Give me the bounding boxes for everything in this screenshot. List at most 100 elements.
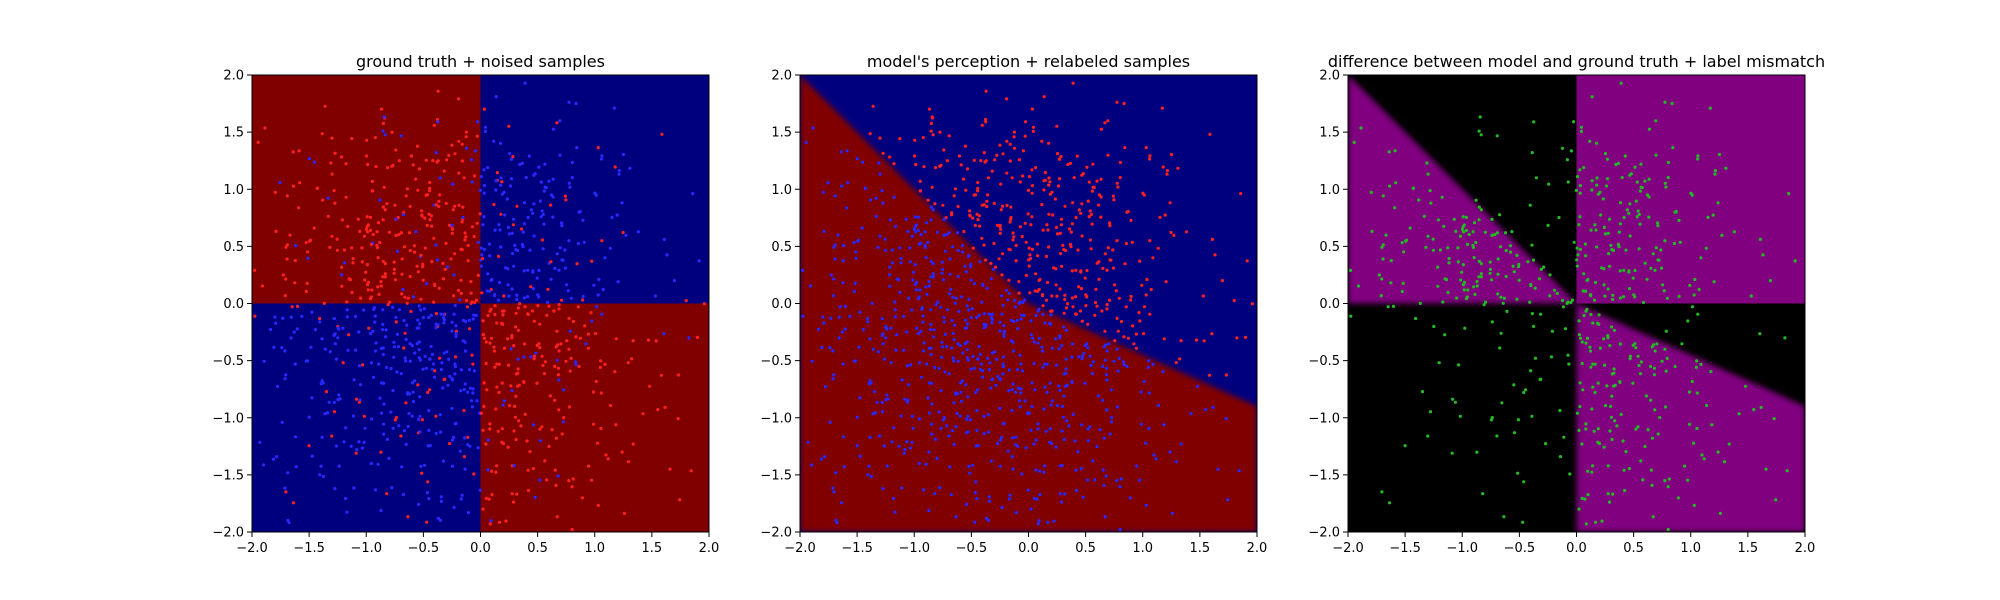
scatter-point [1139, 422, 1144, 426]
scatter-point [1451, 397, 1455, 401]
scatter-point [1793, 259, 1797, 263]
scatter-point [1635, 215, 1639, 219]
scatter-point [937, 366, 941, 371]
scatter-point [1663, 181, 1667, 185]
scatter-point [438, 413, 442, 417]
scatter-point [528, 450, 532, 454]
scatter-point [357, 330, 361, 334]
scatter-point [1603, 232, 1608, 236]
scatter-point [1034, 272, 1038, 276]
scatter-point [831, 349, 835, 353]
scatter-point [475, 120, 480, 124]
scatter-point [445, 158, 449, 162]
scatter-point [305, 281, 309, 285]
scatter-point [871, 412, 875, 416]
scatter-point [539, 215, 543, 219]
scatter-point [484, 361, 488, 366]
scatter-point [575, 146, 579, 150]
scatter-point [1108, 258, 1112, 262]
scatter-point [474, 313, 478, 318]
scatter-point [676, 417, 680, 421]
scatter-point [978, 352, 983, 356]
scatter-point [459, 368, 463, 372]
scatter-point [987, 430, 991, 434]
scatter-point [968, 471, 972, 475]
scatter-point [930, 432, 934, 436]
scatter-point [374, 165, 378, 169]
scatter-point [1623, 154, 1627, 158]
scatter-point [1605, 384, 1609, 388]
scatter-point [897, 444, 901, 448]
scatter-point [1026, 212, 1030, 216]
scatter-point [531, 287, 536, 291]
scatter-point [1660, 359, 1664, 363]
scatter-point [995, 357, 999, 361]
scatter-point [1706, 215, 1710, 219]
scatter-point [1093, 313, 1097, 317]
scatter-point [404, 337, 408, 342]
scatter-point [1135, 464, 1139, 468]
scatter-point [974, 480, 978, 484]
scatter-point [598, 365, 602, 369]
scatter-point [453, 303, 457, 308]
scatter-point [998, 143, 1002, 147]
scatter-point [1479, 275, 1483, 279]
scatter-point [462, 455, 466, 459]
scatter-point [1478, 115, 1482, 119]
scatter-point [427, 315, 431, 320]
scatter-point [419, 308, 423, 312]
scatter-point [399, 231, 403, 235]
scatter-point [490, 277, 494, 282]
scatter-point [1071, 305, 1075, 309]
scatter-point [274, 321, 278, 325]
scatter-point [900, 486, 904, 490]
scatter-point [1696, 154, 1700, 158]
scatter-point [511, 217, 516, 221]
scatter-point [327, 400, 331, 404]
scatter-point [940, 355, 944, 359]
scatter-point [1604, 184, 1609, 188]
scatter-point [1168, 450, 1172, 454]
scatter-point [1038, 493, 1042, 497]
scatter-point [1602, 445, 1606, 449]
scatter-point [342, 248, 346, 252]
scatter-point [1640, 186, 1644, 190]
scatter-point [976, 189, 980, 193]
scatter-point [1584, 289, 1588, 293]
scatter-point [1226, 498, 1230, 502]
scatter-point [1580, 361, 1584, 366]
scatter-point [385, 365, 389, 370]
x-tick-label: −0.5 [408, 541, 440, 556]
scatter-point [1194, 338, 1199, 342]
scatter-point [1023, 399, 1027, 403]
scatter-point [810, 359, 814, 363]
scatter-point [947, 134, 951, 138]
scatter-point [1046, 520, 1050, 524]
scatter-point [983, 160, 987, 164]
scatter-point [991, 267, 995, 271]
scatter-point [447, 153, 451, 157]
scatter-point [1531, 258, 1536, 262]
scatter-point [366, 230, 370, 234]
scatter-point [483, 129, 487, 133]
scatter-point [1607, 500, 1612, 504]
scatter-point [896, 278, 901, 282]
scatter-point [958, 414, 962, 418]
scatter-point [1532, 120, 1536, 124]
scatter-point [533, 495, 537, 499]
scatter-point [1584, 341, 1588, 345]
x-tick-label: 0.5 [527, 541, 548, 556]
scatter-point [1016, 386, 1021, 390]
scatter-point [512, 464, 516, 468]
scatter-point [1634, 346, 1638, 350]
y-tick-label: 0.5 [771, 240, 792, 255]
scatter-point [1579, 129, 1583, 133]
scatter-point [1446, 290, 1450, 295]
scatter-point [834, 471, 838, 475]
scatter-point [911, 278, 915, 282]
scatter-point [839, 150, 843, 154]
scatter-point [420, 213, 424, 217]
scatter-point [801, 314, 805, 318]
scatter-point [1081, 495, 1085, 499]
scatter-point [1018, 353, 1022, 357]
